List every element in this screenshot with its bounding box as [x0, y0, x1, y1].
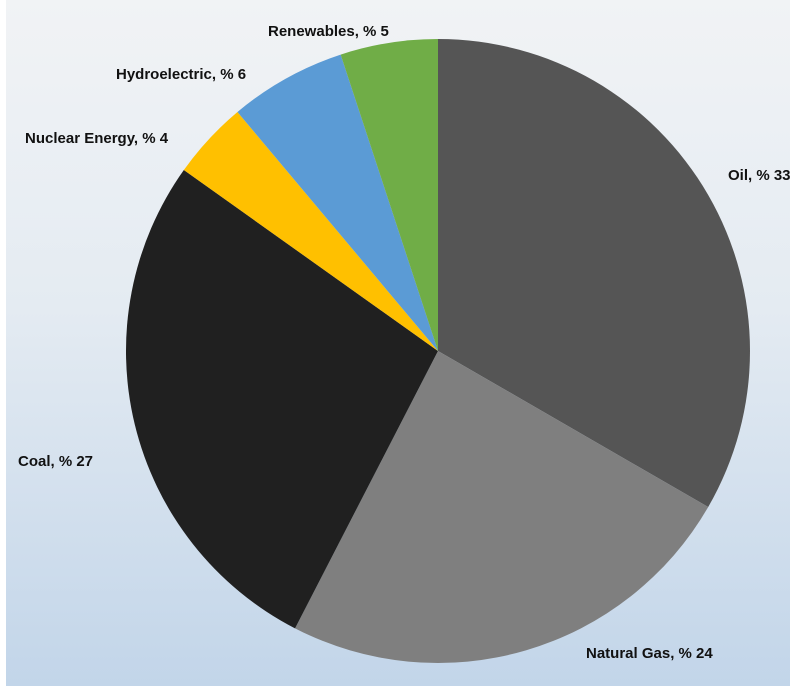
pie-slice-oil — [438, 39, 751, 507]
data-label-coal: Coal, % 27 — [18, 453, 93, 470]
pie-slice-renewables — [340, 39, 438, 351]
data-label-natural-gas: Natural Gas, % 24 — [586, 645, 713, 662]
pie-slice-hydroelectric — [237, 54, 438, 351]
data-label-nuclear-energy: Nuclear Energy, % 4 — [25, 130, 169, 147]
pie-data-labels: Oil, % 33 Natural Gas, % 24 Coal, % 27 Nucl… — [18, 23, 790, 662]
pie-slice-nuclear-energy — [183, 111, 438, 352]
data-label-hydroelectric: Hydroelectric, % 6 — [116, 66, 246, 83]
data-label-renewables: Renewables, % 5 — [268, 23, 389, 40]
pie-chart: Oil, % 33 Natural Gas, % 24 Coal, % 27 Nucl… — [18, 23, 790, 664]
data-label-oil: Oil, % 33 — [728, 167, 790, 184]
pie-slice-natural-gas — [295, 351, 709, 664]
chart-frame: Oil, % 33 Natural Gas, % 24 Coal, % 27 Nucl… — [6, 0, 790, 686]
pie-slices — [125, 39, 751, 664]
pie-slice-coal — [125, 170, 438, 629]
